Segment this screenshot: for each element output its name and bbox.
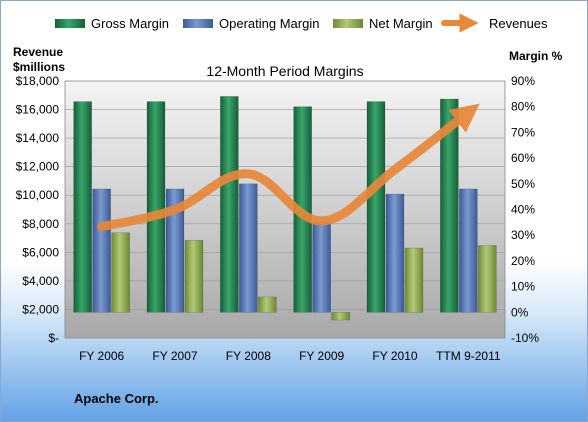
right-tick-label: 10% <box>511 280 535 294</box>
bar-operating-margin <box>385 193 405 313</box>
right-tick-label: 40% <box>511 203 535 217</box>
left-tick-label: $18,000 <box>16 74 60 88</box>
right-tick-label: 90% <box>511 74 535 88</box>
revenue-line-layer <box>97 103 480 232</box>
left-tick-label: $2,000 <box>22 302 59 316</box>
left-axis: $- $2,000 $4,000 $6,000 $8,000 $10,000 $12,000… <box>16 74 60 345</box>
bar-operating-margin <box>92 188 111 313</box>
bar-gross-margin <box>73 101 92 313</box>
bars-layer <box>73 96 497 321</box>
revenue-line <box>97 103 480 232</box>
category-axis: FY 2006 FY 2007 FY 2008 FY 2009 FY 2010 TTM 9… <box>79 349 501 363</box>
bar-operating-margin <box>312 222 331 313</box>
company-name: Apache Corp. <box>74 391 159 406</box>
right-tick-label: 70% <box>511 125 535 139</box>
legend-label-revenues: Revenues <box>489 16 548 31</box>
legend-label-gross-margin: Gross Margin <box>91 16 169 31</box>
legend-label-net-margin: Net Margin <box>369 16 433 31</box>
category-label: TTM 9-2011 <box>436 349 501 363</box>
right-tick-label: 0% <box>511 305 529 319</box>
category-label: FY 2010 <box>372 349 417 363</box>
bar-gross-margin <box>366 101 386 313</box>
left-tick-label: $6,000 <box>22 245 59 259</box>
category-label: FY 2007 <box>152 349 197 363</box>
left-tick-label: $14,000 <box>16 131 60 145</box>
bar-operating-margin <box>239 183 258 313</box>
legend-label-operating-margin: Operating Margin <box>219 16 319 31</box>
right-tick-label: 30% <box>511 228 535 242</box>
right-axis-title: Margin % <box>509 49 563 63</box>
bar-net-margin <box>478 245 497 313</box>
bar-net-margin <box>331 312 350 321</box>
bar-gross-margin <box>440 98 459 313</box>
bar-net-margin <box>258 296 277 313</box>
left-tick-label: $- <box>48 331 59 345</box>
left-axis-title-line1: Revenue <box>13 45 63 59</box>
category-label: FY 2009 <box>299 349 344 363</box>
category-label: FY 2006 <box>79 349 124 363</box>
legend-swatch-net-margin <box>333 19 363 28</box>
chart-title: 12-Month Period Margins <box>206 63 363 79</box>
category-label: FY 2008 <box>226 349 271 363</box>
bar-net-margin <box>404 247 424 313</box>
right-tick-label: 50% <box>511 177 535 191</box>
left-axis-title-line2: $millions <box>13 60 65 74</box>
legend-swatch-gross-margin <box>55 19 85 28</box>
left-tick-label: $16,000 <box>16 103 60 117</box>
left-tick-label: $12,000 <box>16 160 60 174</box>
bar-gross-margin <box>220 96 239 313</box>
bar-net-margin <box>111 232 130 313</box>
right-tick-label: 20% <box>511 254 535 268</box>
bar-net-margin <box>184 240 204 313</box>
right-tick-label: 60% <box>511 151 535 165</box>
right-tick-label: -10% <box>511 331 539 345</box>
left-tick-label: $8,000 <box>22 217 59 231</box>
plot-area <box>64 80 506 339</box>
bar-gross-margin <box>146 101 166 313</box>
left-tick-label: $4,000 <box>22 274 59 288</box>
legend: Gross Margin Operating Margin Net Margin… <box>55 13 548 33</box>
legend-swatch-operating-margin <box>183 19 213 28</box>
left-tick-label: $10,000 <box>16 188 60 202</box>
right-tick-label: 80% <box>511 100 535 114</box>
bar-operating-margin <box>459 188 478 313</box>
right-axis: -10% 0% 10% 20% 30% 40% 50% 60% 70% 80% 90% <box>511 74 539 345</box>
bar-operating-margin <box>165 188 185 313</box>
